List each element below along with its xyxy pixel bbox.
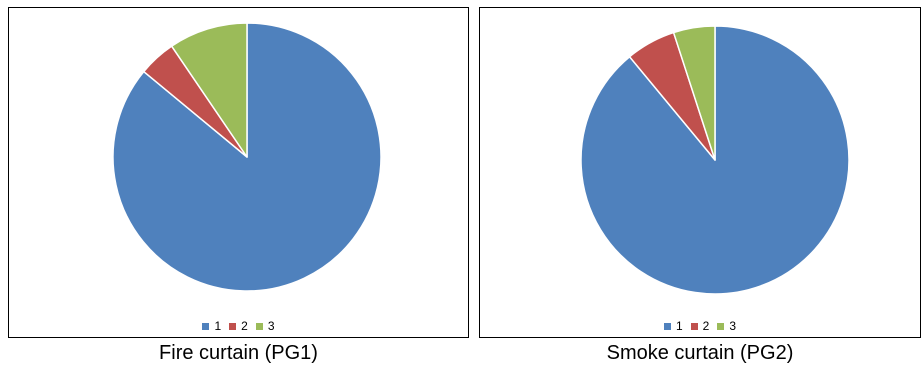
legend-item: 2	[690, 319, 710, 333]
pie-chart-fire-curtain: 1 2 3	[8, 7, 469, 338]
legend-item: 1	[663, 319, 683, 333]
legend-label: 1	[675, 319, 683, 333]
legend-swatch	[255, 322, 263, 330]
legend-swatch	[202, 322, 210, 330]
chart-caption: Smoke curtain (PG2)	[606, 342, 794, 364]
pie-chart-smoke-curtain: 1 2 3	[479, 7, 921, 338]
legend-label: 1	[214, 319, 222, 333]
legend-item: 3	[255, 319, 275, 333]
pie-slice-3	[170, 22, 248, 158]
legend-swatch	[229, 322, 237, 330]
legend-swatch	[717, 322, 725, 330]
chart-caption: Fire curtain (PG1)	[159, 342, 318, 364]
chart-legend: 1 2 3	[9, 319, 468, 333]
legend-swatch	[690, 322, 698, 330]
pie-chart-svg	[112, 22, 382, 292]
legend-label: 3	[267, 319, 275, 333]
pie-chart-svg	[580, 25, 850, 295]
legend-item: 2	[229, 319, 248, 333]
legend-item: 1	[202, 319, 221, 333]
legend-label: 2	[702, 319, 710, 333]
legend-item: 3	[717, 319, 736, 333]
pie-slice-3	[672, 25, 716, 161]
legend-label: 2	[241, 319, 248, 333]
legend-swatch	[663, 322, 671, 330]
legend-label: 3	[729, 319, 737, 333]
chart-legend: 1 2 3	[480, 319, 920, 333]
